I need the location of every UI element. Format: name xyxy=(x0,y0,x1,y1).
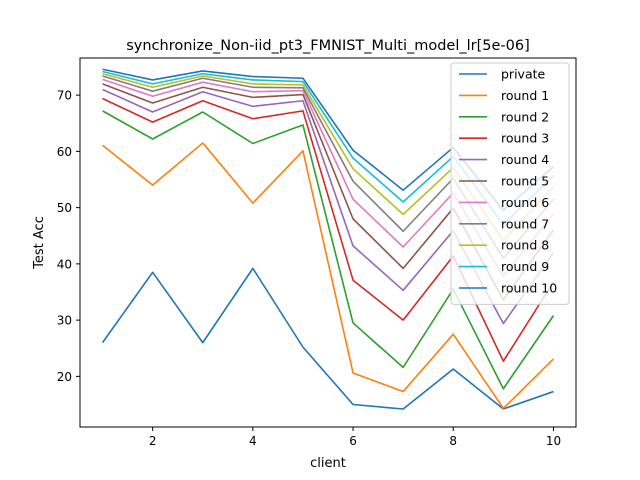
x-axis-ticks: 2 4 6 8 10 xyxy=(149,427,561,448)
legend-label-3: round 3 xyxy=(501,131,549,146)
chart-title: synchronize_Non-iid_pt3_FMNIST_Multi_mod… xyxy=(126,38,530,54)
series-line-2 xyxy=(102,110,555,390)
legend-label-9: round 9 xyxy=(501,259,549,274)
legend-label-7: round 7 xyxy=(501,216,549,231)
series-line-0 xyxy=(101,267,554,410)
legend-label-6: round 6 xyxy=(501,195,549,210)
series-line-1 xyxy=(102,142,555,410)
x-axis-label: client xyxy=(310,456,346,471)
y-tick-label: 70 xyxy=(57,89,72,103)
y-tick-label: 60 xyxy=(57,145,72,159)
legend-label-4: round 4 xyxy=(501,152,549,167)
x-tick-label: 10 xyxy=(546,434,561,448)
legend-box xyxy=(450,62,570,305)
series-line-3 xyxy=(102,97,555,362)
y-tick-label: 20 xyxy=(57,370,72,384)
y-tick-label: 30 xyxy=(57,314,72,328)
legend-label-1: round 1 xyxy=(501,88,549,103)
y-tick-label: 40 xyxy=(57,257,72,271)
x-tick-label: 8 xyxy=(449,434,457,448)
x-tick-label: 6 xyxy=(349,434,357,448)
x-tick-label: 2 xyxy=(149,434,157,448)
plot-frame xyxy=(79,57,577,428)
y-axis-label: Test Acc xyxy=(32,216,47,270)
legend-label-0: private xyxy=(501,67,546,82)
legend-label-10: round 10 xyxy=(501,281,557,296)
y-axis-ticks: 20 30 40 50 60 70 xyxy=(57,89,80,384)
legend: private round 1 round 2 round 3 round 4 round… xyxy=(450,62,570,305)
x-tick-label: 4 xyxy=(249,434,257,448)
legend-label-2: round 2 xyxy=(501,109,549,124)
legend-label-8: round 8 xyxy=(501,238,549,253)
legend-label-5: round 5 xyxy=(501,174,549,189)
y-tick-label: 50 xyxy=(57,201,72,215)
